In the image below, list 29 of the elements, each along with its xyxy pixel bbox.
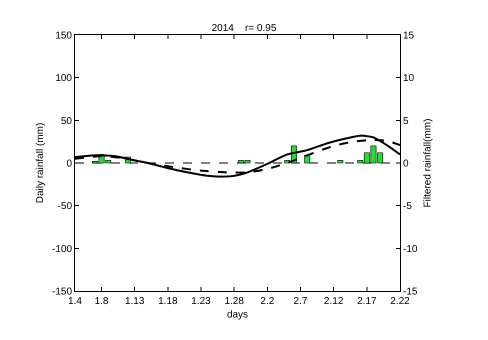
y-axis-title: Daily rainfall (mm) bbox=[34, 122, 46, 204]
x-tick-label: 1.13 bbox=[124, 296, 145, 307]
x-tick-label: 1.8 bbox=[94, 296, 109, 307]
x-tick-label: 1.28 bbox=[224, 296, 244, 307]
x-tick-label: 2.12 bbox=[324, 296, 344, 307]
y2-tick-label: -15 bbox=[403, 286, 418, 298]
y-tick-label: -50 bbox=[58, 201, 72, 212]
y2-tick-label: 0 bbox=[403, 158, 409, 170]
y2-tick-label: 5 bbox=[403, 116, 409, 127]
y-tick-label: 50 bbox=[60, 116, 72, 127]
y-tick-label: 150 bbox=[55, 30, 72, 42]
x-axis-title: days bbox=[226, 310, 248, 320]
y-tick-label: 0 bbox=[66, 158, 72, 170]
y-tick-label: -100 bbox=[52, 244, 72, 255]
chart-title: 2014 r= 0.95 bbox=[212, 22, 277, 34]
y2-axis-title: Filtered rainfall(mm) bbox=[422, 118, 434, 208]
x-tick-label: 2.7 bbox=[294, 296, 308, 307]
x-tick-label: 1.18 bbox=[158, 296, 178, 307]
y2-tick-label: -10 bbox=[403, 244, 418, 255]
x-tick-label: 2.2 bbox=[260, 296, 275, 307]
y2-tick-label: 15 bbox=[403, 30, 415, 42]
y-tick-label: 100 bbox=[55, 73, 72, 84]
y-tick-label: -150 bbox=[52, 286, 72, 298]
x-tick-label: 2.17 bbox=[357, 296, 378, 307]
x-tick-label: 1.23 bbox=[191, 296, 212, 307]
y2-tick-label: -5 bbox=[403, 201, 412, 212]
x-tick-label: 1.4 bbox=[68, 296, 82, 307]
x-tick-label: 2.22 bbox=[390, 296, 410, 307]
y2-tick-label: 10 bbox=[403, 73, 415, 84]
